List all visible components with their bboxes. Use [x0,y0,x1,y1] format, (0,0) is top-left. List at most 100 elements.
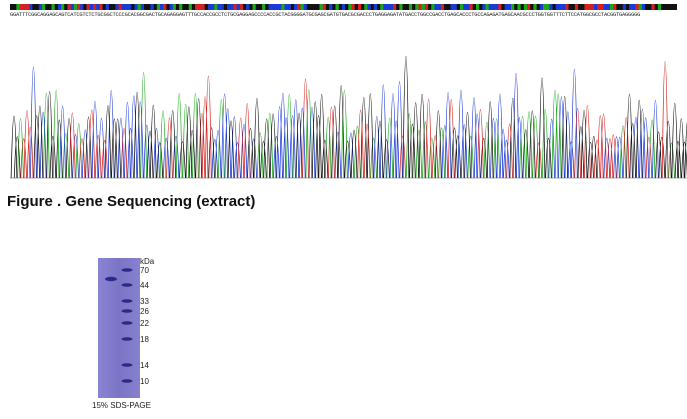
base-call-cell [61,4,65,10]
base-call-cell [488,4,493,10]
base-call-cell [520,4,525,10]
base-call-cell [536,4,541,10]
base-call-cell [112,4,116,10]
base-call-cell [345,4,349,10]
base-call-cell [629,4,633,10]
base-call-cell [606,4,611,10]
base-call-cell [156,4,161,10]
base-call-cell [92,4,97,10]
base-call-cell [169,4,174,10]
base-call-cell [498,4,502,10]
base-call-cell [597,4,601,10]
base-call-cell [568,4,572,10]
base-call-cell [294,4,298,10]
base-call-cell [456,4,461,10]
base-call-cell [475,4,480,10]
marker-band-70 [121,268,133,272]
base-call-cell [70,4,75,10]
base-call-cell [383,4,387,10]
base-call-cell [348,4,352,10]
base-call-cell [198,4,202,10]
base-call-cell [191,4,196,10]
base-call-cell [367,4,371,10]
base-call-cell [453,4,458,10]
base-call-cell [204,4,209,10]
base-call-cell [584,4,588,10]
base-call-cell [511,4,515,10]
base-call-cell [185,4,190,10]
base-call-cell [329,4,333,10]
base-call-cell [670,4,675,10]
base-call-cell [214,4,218,10]
marker-band-18 [121,337,133,341]
base-call-cell [297,4,301,10]
base-call-cell [482,4,486,10]
base-call-cell [539,4,544,10]
base-call-cell [137,4,142,10]
base-call-cell [19,4,24,10]
base-call-cell [29,4,33,10]
base-call-cell [144,4,148,10]
base-call-cell [594,4,598,10]
base-call-cell [450,4,454,10]
base-call-cell [431,4,435,10]
base-call-cell [45,4,49,10]
base-call-cell [641,4,646,10]
base-call-cell [380,4,384,10]
base-call-cell [408,4,413,10]
base-call-cell [549,4,553,10]
base-call-cell [73,4,78,10]
base-call-cell [163,4,167,10]
base-call-cell [466,4,470,10]
figure-caption: Figure . Gene Sequencing (extract) [7,193,256,210]
base-call-cell [223,4,228,10]
base-call-cell [124,4,129,10]
marker-band-14 [121,363,133,367]
base-call-cell [370,4,375,10]
base-call-cell [354,4,359,10]
base-call-cell [284,4,288,10]
base-call-cell [645,4,649,10]
base-call-cell [507,4,512,10]
base-call-cell [211,4,215,10]
base-call-cell [661,4,665,10]
base-call-cell [613,4,617,10]
base-call-cell [424,4,429,10]
base-call-cell [83,4,87,10]
base-call-cell [392,4,397,10]
base-call-cell [565,4,569,10]
trace-T [20,60,669,179]
base-call-cell [201,4,205,10]
base-call-cell [255,4,260,10]
base-call-cell [32,4,36,10]
base-call-cell [533,4,537,10]
base-call-cell [514,4,518,10]
base-call-cell [25,4,30,10]
base-call-cell [373,4,378,10]
base-call-cell [140,4,145,10]
base-call-cell [313,4,317,10]
base-call-color-strip [10,4,677,10]
base-call-cell [654,4,659,10]
base-call-cell [590,4,595,10]
base-call-cell [341,4,346,10]
base-call-cell [274,4,279,10]
base-call-cell [396,4,400,10]
base-call-cell [357,4,362,10]
base-call-cell [571,4,576,10]
base-call-cell [603,4,608,10]
base-call-cell [530,4,534,10]
base-call-cell [118,4,122,10]
base-call-cell [38,4,43,10]
base-call-cell [13,4,17,10]
base-call-cell [236,4,241,10]
base-call-cell [609,4,614,10]
marker-band-26 [121,309,133,313]
base-call-cell [233,4,237,10]
base-call-cell [105,4,110,10]
base-call-cell [616,4,620,10]
marker-label-26: 26 [140,307,149,316]
base-call-cell [619,4,624,10]
base-call-cell [581,4,585,10]
base-call-cell [361,4,365,10]
